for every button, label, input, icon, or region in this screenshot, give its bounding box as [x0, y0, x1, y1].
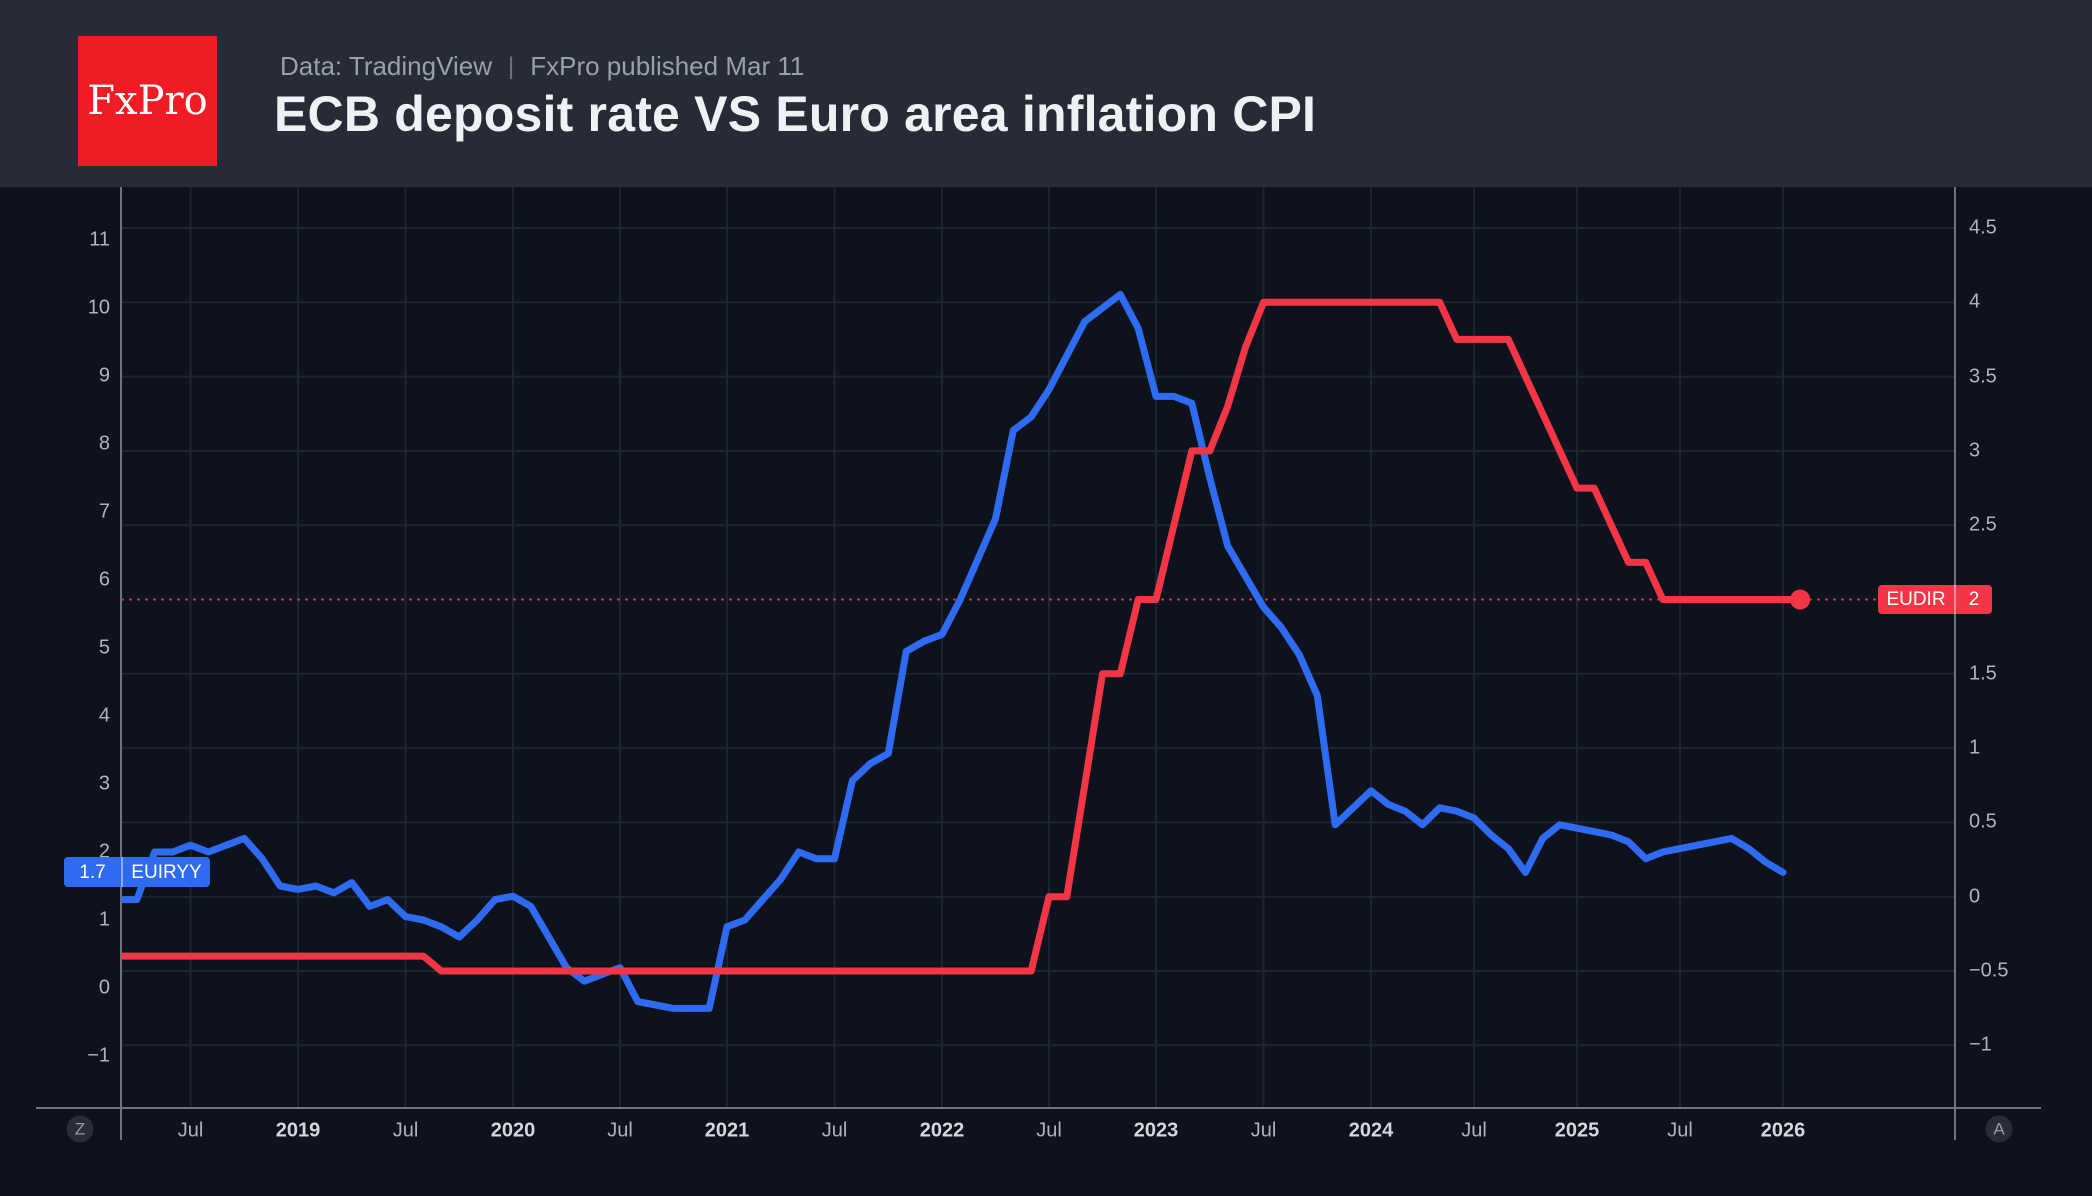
series-line-eudir — [121, 298, 1804, 975]
source-line: Data: TradingView | FxPro published Mar 11 — [280, 51, 804, 82]
euiryy-price-badge: 1.7 EUIRYY — [64, 857, 210, 888]
right-axis-tick-label: 0 — [1969, 885, 1981, 908]
left-axis-tick-label: 10 — [87, 296, 110, 319]
source-suffix: FxPro published Mar 11 — [530, 51, 805, 81]
time-axis-tick-label: Jul — [392, 1119, 419, 1142]
time-axis-tick-label: Jul — [1461, 1119, 1487, 1142]
fxpro-logo: FxPro — [78, 36, 217, 166]
euiryy-badge-value: 1.7 — [79, 861, 106, 883]
eudir-badge-label: EUDIR — [1886, 589, 1946, 610]
eudir-badge-divider — [1954, 585, 1956, 614]
left-axis-tick-label: 11 — [89, 228, 110, 251]
time-axis-tick-label: Jul — [1250, 1119, 1277, 1142]
series-end-dot-eudir — [1790, 589, 1811, 610]
left-axis-tick-label: −1 — [87, 1044, 110, 1067]
time-axis-tick-label: Jul — [1667, 1119, 1693, 1142]
euiryy-badge-label: EUIRYY — [131, 861, 202, 883]
time-axis-tick-label: Jul — [177, 1119, 204, 1142]
left-axis-tick-label: 1 — [98, 908, 110, 931]
source-separator-icon: | — [507, 53, 515, 80]
right-axis-tick-label: 1 — [1969, 736, 1981, 759]
time-axis-tick-label: 2019 — [275, 1119, 321, 1142]
time-axis-tick-label: 2021 — [704, 1119, 750, 1142]
time-axis-tick-label: 2022 — [919, 1119, 965, 1142]
left-axis-tick-label: 5 — [98, 636, 110, 659]
autoscale-button[interactable]: A — [1985, 1115, 2013, 1143]
eudir-badge-value: 2 — [1968, 589, 1980, 610]
left-axis-tick-label: 7 — [98, 500, 110, 523]
page-title: ECB deposit rate VS Euro area inflation … — [274, 86, 1317, 142]
series-line-euiryy — [121, 290, 1787, 1012]
right-axis-tick-label: 0.5 — [1969, 810, 1997, 833]
fxpro-logo-text: FxPro — [87, 78, 208, 124]
source-prefix: Data: TradingView — [280, 51, 492, 81]
left-axis-tick-label: 6 — [98, 568, 110, 591]
right-axis-tick-label: 4.5 — [1969, 216, 1997, 239]
eudir-price-badge: EUDIR 2 — [1878, 585, 1992, 614]
right-axis-tick-label: −1 — [1969, 1033, 1992, 1056]
time-axis-tick-label: 2025 — [1554, 1119, 1600, 1142]
time-axis-tick-label: Jul — [821, 1119, 848, 1142]
euiryy-badge-divider — [121, 857, 123, 888]
right-axis-tick-label: 2.5 — [1969, 513, 1997, 536]
left-axis-tick-label: 4 — [98, 704, 110, 727]
time-axis-tick-label: 2020 — [490, 1119, 536, 1142]
header: FxPro Data: TradingView | FxPro published … — [0, 0, 2092, 187]
left-axis-tick-label: 8 — [98, 432, 110, 455]
time-axis-tick-label: 2023 — [1133, 1119, 1179, 1142]
right-axis-tick-label: 4 — [1969, 290, 1981, 313]
time-axis-tick-label: Jul — [1036, 1119, 1062, 1142]
time-axis-tick-label: 2024 — [1348, 1119, 1394, 1142]
left-axis-tick-label: 9 — [98, 364, 110, 387]
right-axis-tick-label: 1.5 — [1969, 662, 1997, 685]
right-axis-tick-label: −0.5 — [1969, 959, 2009, 982]
time-axis-tick-label: Jul — [607, 1119, 633, 1142]
right-axis-tick-label: 3.5 — [1969, 365, 1997, 388]
left-axis-tick-label: 3 — [98, 772, 110, 795]
left-axis-tick-label: 2 — [98, 840, 110, 863]
timezone-button[interactable]: Z — [66, 1115, 94, 1143]
time-axis-tick-label: 2026 — [1760, 1119, 1806, 1142]
right-axis-tick-label: 3 — [1969, 439, 1981, 462]
left-axis-tick-label: 0 — [98, 976, 110, 999]
